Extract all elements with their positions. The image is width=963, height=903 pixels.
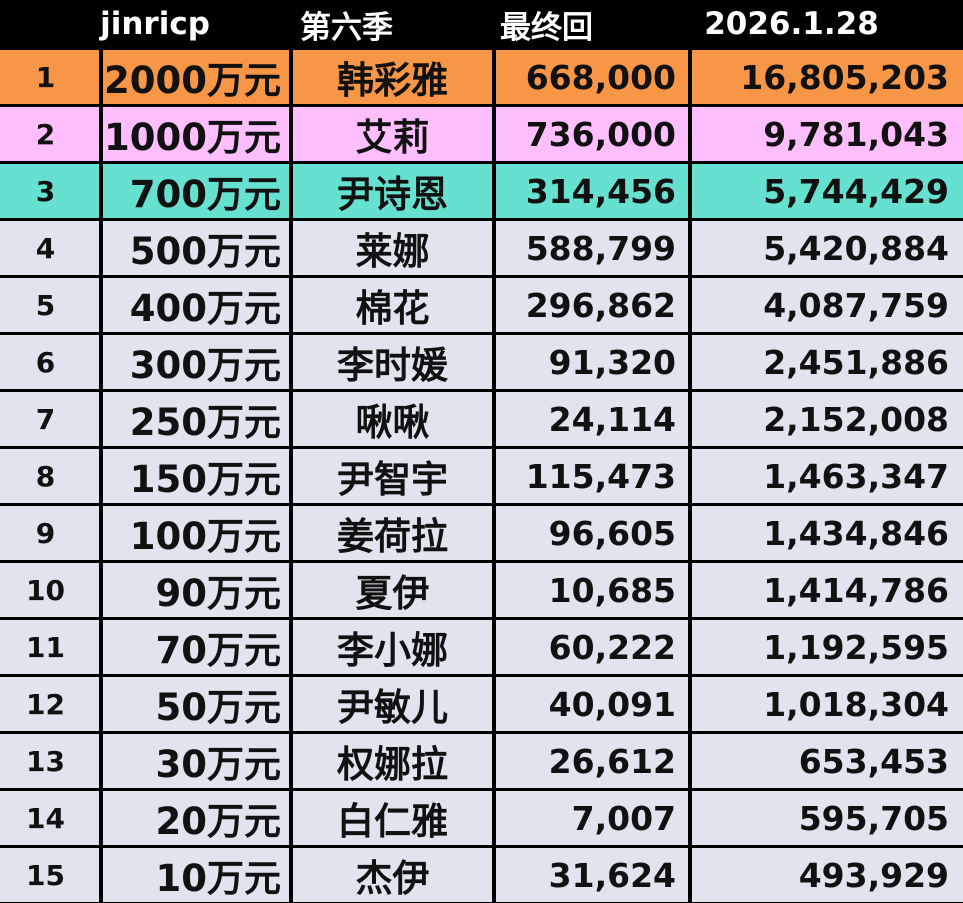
- prize-cell: 70万元: [103, 620, 293, 674]
- season-label: 第六季: [300, 9, 393, 46]
- prize-cell: 250万元: [103, 392, 293, 446]
- episode-label: 最终回: [500, 9, 593, 46]
- rank-cell: 1: [0, 50, 103, 104]
- episode-votes-cell: 40,091: [496, 677, 692, 731]
- episode-votes-cell: 314,456: [496, 164, 692, 218]
- total-votes-cell: 1,463,347: [692, 449, 963, 503]
- episode-votes-cell: 668,000: [496, 50, 692, 104]
- table-row: 9 100万元 姜荷拉 96,605 1,434,846: [0, 504, 963, 561]
- rank-cell: 5: [0, 278, 103, 332]
- rank-cell: 6: [0, 335, 103, 389]
- table-row: 1 2000万元 韩彩雅 668,000 16,805,203: [0, 48, 963, 105]
- name-cell: 杰伊: [293, 848, 496, 902]
- episode-votes-cell: 7,007: [496, 791, 692, 845]
- rank-cell: 13: [0, 734, 103, 788]
- prize-cell: 300万元: [103, 335, 293, 389]
- prize-cell: 700万元: [103, 164, 293, 218]
- rank-cell: 2: [0, 107, 103, 161]
- table-row: 8 150万元 尹智宇 115,473 1,463,347: [0, 447, 963, 504]
- table-row: 7 250万元 啾啾 24,114 2,152,008: [0, 390, 963, 447]
- prize-cell: 50万元: [103, 677, 293, 731]
- episode-votes-cell: 24,114: [496, 392, 692, 446]
- prize-cell: 100万元: [103, 506, 293, 560]
- episode-votes-cell: 296,862: [496, 278, 692, 332]
- table-row: 10 90万元 夏伊 10,685 1,414,786: [0, 561, 963, 618]
- total-votes-cell: 2,152,008: [692, 392, 963, 446]
- rank-cell: 14: [0, 791, 103, 845]
- table-row: 12 50万元 尹敏儿 40,091 1,018,304: [0, 675, 963, 732]
- date-label: 2026.1.28: [704, 6, 879, 42]
- prize-cell: 150万元: [103, 449, 293, 503]
- table-row: 5 400万元 棉花 296,862 4,087,759: [0, 276, 963, 333]
- episode-votes-cell: 588,799: [496, 221, 692, 275]
- name-cell: 权娜拉: [293, 734, 496, 788]
- name-cell: 白仁雅: [293, 791, 496, 845]
- name-cell: 尹敏儿: [293, 677, 496, 731]
- name-cell: 韩彩雅: [293, 50, 496, 104]
- name-cell: 啾啾: [293, 392, 496, 446]
- prize-cell: 30万元: [103, 734, 293, 788]
- name-cell: 李时媛: [293, 335, 496, 389]
- rank-cell: 3: [0, 164, 103, 218]
- prize-cell: 10万元: [103, 848, 293, 902]
- name-cell: 尹诗恩: [293, 164, 496, 218]
- rank-cell: 4: [0, 221, 103, 275]
- total-votes-cell: 1,434,846: [692, 506, 963, 560]
- prize-cell: 2000万元: [103, 50, 293, 104]
- ranking-rows: 1 2000万元 韩彩雅 668,000 16,805,203 2 1000万元…: [0, 48, 963, 903]
- episode-votes-cell: 96,605: [496, 506, 692, 560]
- rank-cell: 15: [0, 848, 103, 902]
- name-cell: 棉花: [293, 278, 496, 332]
- episode-votes-cell: 31,624: [496, 848, 692, 902]
- rank-cell: 9: [0, 506, 103, 560]
- total-votes-cell: 5,420,884: [692, 221, 963, 275]
- table-row: 6 300万元 李时媛 91,320 2,451,886: [0, 333, 963, 390]
- table-row: 14 20万元 白仁雅 7,007 595,705: [0, 789, 963, 846]
- table-row: 3 700万元 尹诗恩 314,456 5,744,429: [0, 162, 963, 219]
- episode-votes-cell: 115,473: [496, 449, 692, 503]
- name-cell: 莱娜: [293, 221, 496, 275]
- prize-cell: 1000万元: [103, 107, 293, 161]
- prize-cell: 500万元: [103, 221, 293, 275]
- prize-cell: 400万元: [103, 278, 293, 332]
- total-votes-cell: 653,453: [692, 734, 963, 788]
- rank-cell: 7: [0, 392, 103, 446]
- table-row: 2 1000万元 艾莉 736,000 9,781,043: [0, 105, 963, 162]
- table-row: 4 500万元 莱娜 588,799 5,420,884: [0, 219, 963, 276]
- total-votes-cell: 2,451,886: [692, 335, 963, 389]
- episode-votes-cell: 60,222: [496, 620, 692, 674]
- name-cell: 李小娜: [293, 620, 496, 674]
- episode-votes-cell: 91,320: [496, 335, 692, 389]
- rank-cell: 12: [0, 677, 103, 731]
- total-votes-cell: 1,414,786: [692, 563, 963, 617]
- total-votes-cell: 1,192,595: [692, 620, 963, 674]
- table-header: jinricp 第六季 最终回 2026.1.28: [0, 0, 963, 48]
- rank-cell: 8: [0, 449, 103, 503]
- total-votes-cell: 1,018,304: [692, 677, 963, 731]
- prize-cell: 90万元: [103, 563, 293, 617]
- total-votes-cell: 5,744,429: [692, 164, 963, 218]
- episode-votes-cell: 10,685: [496, 563, 692, 617]
- table-row: 11 70万元 李小娜 60,222 1,192,595: [0, 618, 963, 675]
- rank-cell: 11: [0, 620, 103, 674]
- total-votes-cell: 595,705: [692, 791, 963, 845]
- name-cell: 尹智宇: [293, 449, 496, 503]
- total-votes-cell: 4,087,759: [692, 278, 963, 332]
- episode-votes-cell: 26,612: [496, 734, 692, 788]
- name-cell: 夏伊: [293, 563, 496, 617]
- total-votes-cell: 16,805,203: [692, 50, 963, 104]
- episode-votes-cell: 736,000: [496, 107, 692, 161]
- prize-cell: 20万元: [103, 791, 293, 845]
- brand-label: jinricp: [100, 6, 210, 42]
- total-votes-cell: 493,929: [692, 848, 963, 902]
- table-row: 15 10万元 杰伊 31,624 493,929: [0, 846, 963, 903]
- total-votes-cell: 9,781,043: [692, 107, 963, 161]
- name-cell: 姜荷拉: [293, 506, 496, 560]
- rank-cell: 10: [0, 563, 103, 617]
- name-cell: 艾莉: [293, 107, 496, 161]
- table-row: 13 30万元 权娜拉 26,612 653,453: [0, 732, 963, 789]
